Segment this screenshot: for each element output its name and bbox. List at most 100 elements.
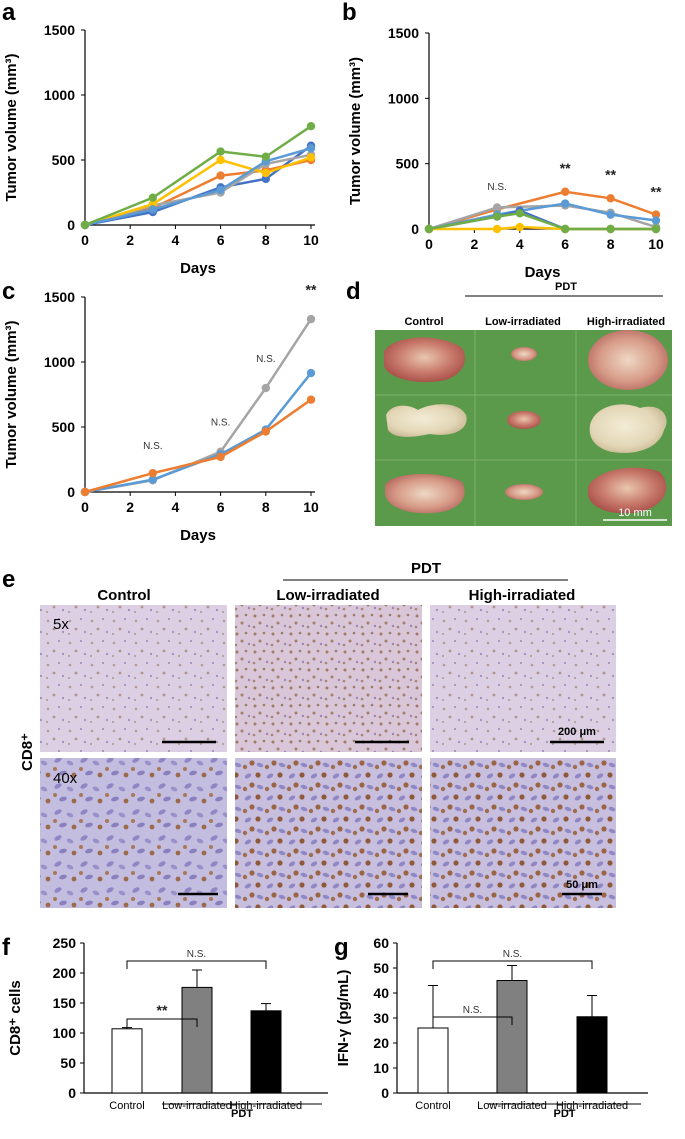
y-tick-label: 1000 (44, 354, 75, 370)
panel-d: d PDT Control Low-irradiated High-irradi… (346, 278, 672, 526)
y-tick-label: 1500 (44, 289, 75, 305)
x-tick-label: 4 (172, 499, 180, 515)
category-label: Low-irradiated (477, 1100, 547, 1112)
bar-high-irradiated (576, 1016, 608, 1094)
data-point-orange (561, 187, 570, 196)
y-tick-label: 20 (373, 1035, 389, 1051)
x-tick-label: 0 (81, 232, 89, 248)
x-tick-label: 8 (607, 236, 615, 252)
significance-marker: ** (651, 183, 662, 199)
panel-g: g 0 10 20 30 40 50 60 IFN-γ (pg/mL) Control Low-i… (334, 934, 648, 1120)
tumor-low-2 (507, 411, 541, 429)
y-tick-label: 0 (68, 1085, 76, 1101)
bar-control (111, 1028, 143, 1094)
data-point-green (306, 122, 316, 131)
data-point-green (492, 212, 502, 221)
data-point-green (261, 152, 270, 161)
panel-a: a 0 2 4 6 8 10 0 500 1000 1500 Days Tumor volume (m… (2, 0, 319, 277)
data-point-lightblue (306, 368, 316, 378)
data-point-orange (80, 487, 90, 497)
panel-label-f: f (2, 934, 11, 961)
data-point-yellow (261, 168, 270, 178)
data-point-lightblue (148, 205, 157, 214)
category-label: High-irradiated (556, 1100, 628, 1112)
y-tick-label: 10 (373, 1060, 389, 1076)
data-point-gray (306, 314, 316, 324)
y-tick-label: 50 (373, 960, 389, 976)
data-point-lightblue (651, 216, 661, 225)
data-point-yellow (306, 153, 316, 162)
ihc-control-40x (40, 758, 227, 908)
panel-label-d: d (346, 278, 361, 305)
x-axis-title: Days (180, 527, 216, 544)
x-tick-label: 0 (425, 236, 433, 252)
significance-bracket (126, 1018, 198, 1027)
chart-f-plot: 0 50 100 150 200 250 CD8⁺ cells Control Low-irra… (7, 935, 328, 1120)
ns-label: N.S. (187, 949, 206, 960)
ihc-high-5x (430, 605, 616, 752)
tumor-control-1 (384, 337, 466, 383)
significance-marker: ** (306, 281, 317, 297)
significance-bracket (126, 960, 267, 969)
tumor-control-3 (385, 474, 465, 514)
data-point-lightblue (216, 185, 225, 195)
y-tick-label: 150 (53, 995, 77, 1011)
y-tick-label: 1500 (44, 22, 75, 38)
x-axis-title: Days (180, 260, 216, 277)
header-control-e: Control (97, 587, 150, 604)
panel-f: f 0 50 100 150 200 250 CD8⁺ cells Control Low-ir… (2, 934, 328, 1120)
significance-marker: ** (605, 166, 616, 182)
y-axis-title: Tumor volume (mm³) (3, 320, 20, 468)
data-point-green (651, 224, 661, 234)
data-point-orange (306, 395, 316, 404)
data-point-yellow (492, 224, 502, 234)
ihc-low-5x (235, 605, 422, 752)
row-label-cd8: CD8⁺ (19, 733, 36, 771)
x-tick-label: 8 (262, 499, 270, 515)
category-label: Control (109, 1100, 144, 1112)
x-tick-label: 2 (126, 499, 134, 515)
pdt-group-label-d: PDT (555, 281, 577, 293)
ihc-high-40x (430, 758, 616, 908)
y-tick-label: 1000 (44, 87, 75, 103)
y-tick-label: 500 (52, 419, 76, 435)
series-line-lightblue (84, 372, 312, 494)
y-tick-label: 1500 (388, 25, 419, 41)
y-tick-label: 100 (53, 1025, 77, 1041)
y-tick-label: 1000 (388, 90, 419, 106)
data-point-orange (606, 194, 615, 203)
x-tick-label: 10 (303, 232, 319, 248)
panel-label-c: c (2, 278, 15, 305)
bar-control (417, 1027, 449, 1094)
x-tick-label: 10 (648, 236, 664, 252)
bar-high-irradiated (250, 1010, 282, 1094)
data-point-blue (261, 174, 270, 184)
chart-a-plot: 0 2 4 6 8 10 0 500 1000 1500 Days Tumor volume (mm³… (3, 22, 319, 277)
y-axis-title: IFN-γ (pg/mL) (335, 970, 352, 1067)
data-point-lightblue (306, 144, 316, 153)
x-tick-label: 4 (172, 232, 180, 248)
data-point-gray (492, 203, 502, 212)
x-tick-label: 6 (217, 499, 225, 515)
chart-b-plot: 0 2 4 6 8 10 0 500 1000 1500 Days Tumor volume (mm³… (347, 25, 664, 281)
significance-bracket (432, 1016, 513, 1025)
y-tick-label: 50 (60, 1055, 76, 1071)
header-low-e: Low-irradiated (276, 587, 379, 604)
header-control-d: Control (404, 316, 443, 328)
category-label: Low-irradiated (162, 1100, 232, 1112)
pdt-group-label: PDT (231, 1108, 253, 1120)
data-point-lightblue (606, 210, 615, 219)
data-point-orange (261, 427, 270, 436)
data-point-green (424, 224, 434, 234)
data-point-orange (216, 171, 225, 180)
x-tick-label: 4 (516, 236, 524, 252)
data-point-orange (651, 210, 661, 219)
scale-bar-label-50um: 50 μm (566, 879, 598, 891)
data-point-yellow (515, 222, 524, 232)
x-tick-label: 8 (262, 232, 270, 248)
panel-b: b 0 2 4 6 8 10 0 500 1000 1500 Days Tumor volume (m… (342, 0, 664, 281)
pdt-group-label-e: PDT (411, 560, 441, 577)
x-tick-label: 6 (561, 236, 569, 252)
y-tick-label: 500 (396, 156, 420, 172)
tumor-low-3 (505, 484, 543, 500)
